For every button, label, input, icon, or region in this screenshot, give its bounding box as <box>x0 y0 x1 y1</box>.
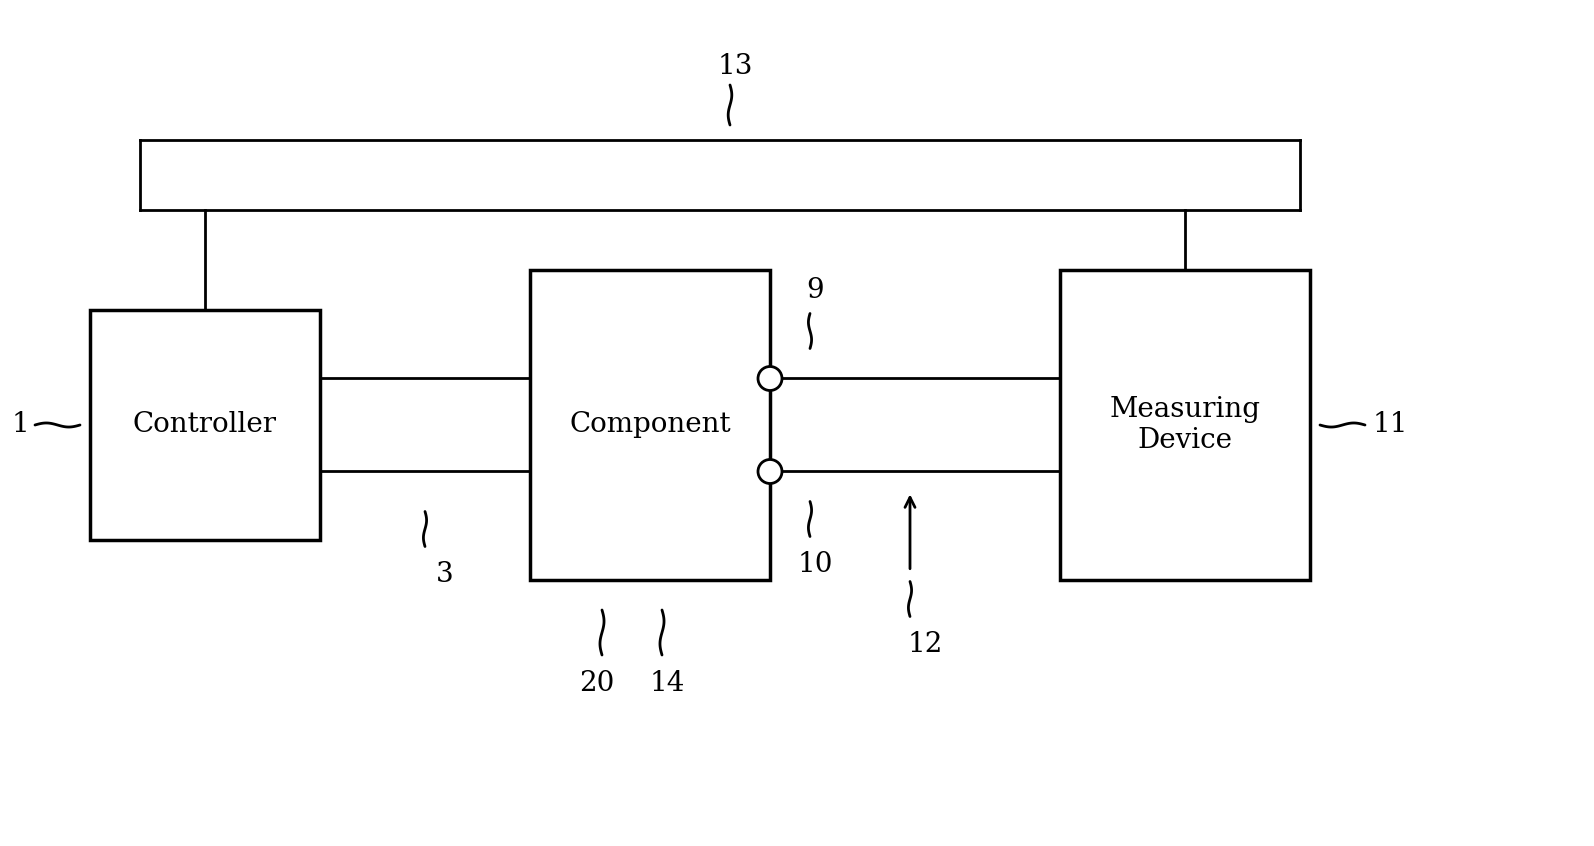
Text: 20: 20 <box>579 670 615 697</box>
Text: 3: 3 <box>437 562 454 589</box>
Text: Controller: Controller <box>132 411 277 438</box>
Text: 12: 12 <box>907 631 942 658</box>
Text: 13: 13 <box>717 53 752 80</box>
Bar <box>529 270 770 580</box>
Bar <box>89 310 320 540</box>
Text: 9: 9 <box>807 277 824 304</box>
Text: Measuring
Device: Measuring Device <box>1109 396 1261 454</box>
Text: 14: 14 <box>649 670 685 697</box>
Circle shape <box>759 366 783 391</box>
Circle shape <box>759 459 783 484</box>
Text: 10: 10 <box>797 552 832 579</box>
Text: 11: 11 <box>1372 411 1408 438</box>
Text: 1: 1 <box>11 411 29 438</box>
Bar <box>1060 270 1310 580</box>
Text: Component: Component <box>569 411 730 438</box>
